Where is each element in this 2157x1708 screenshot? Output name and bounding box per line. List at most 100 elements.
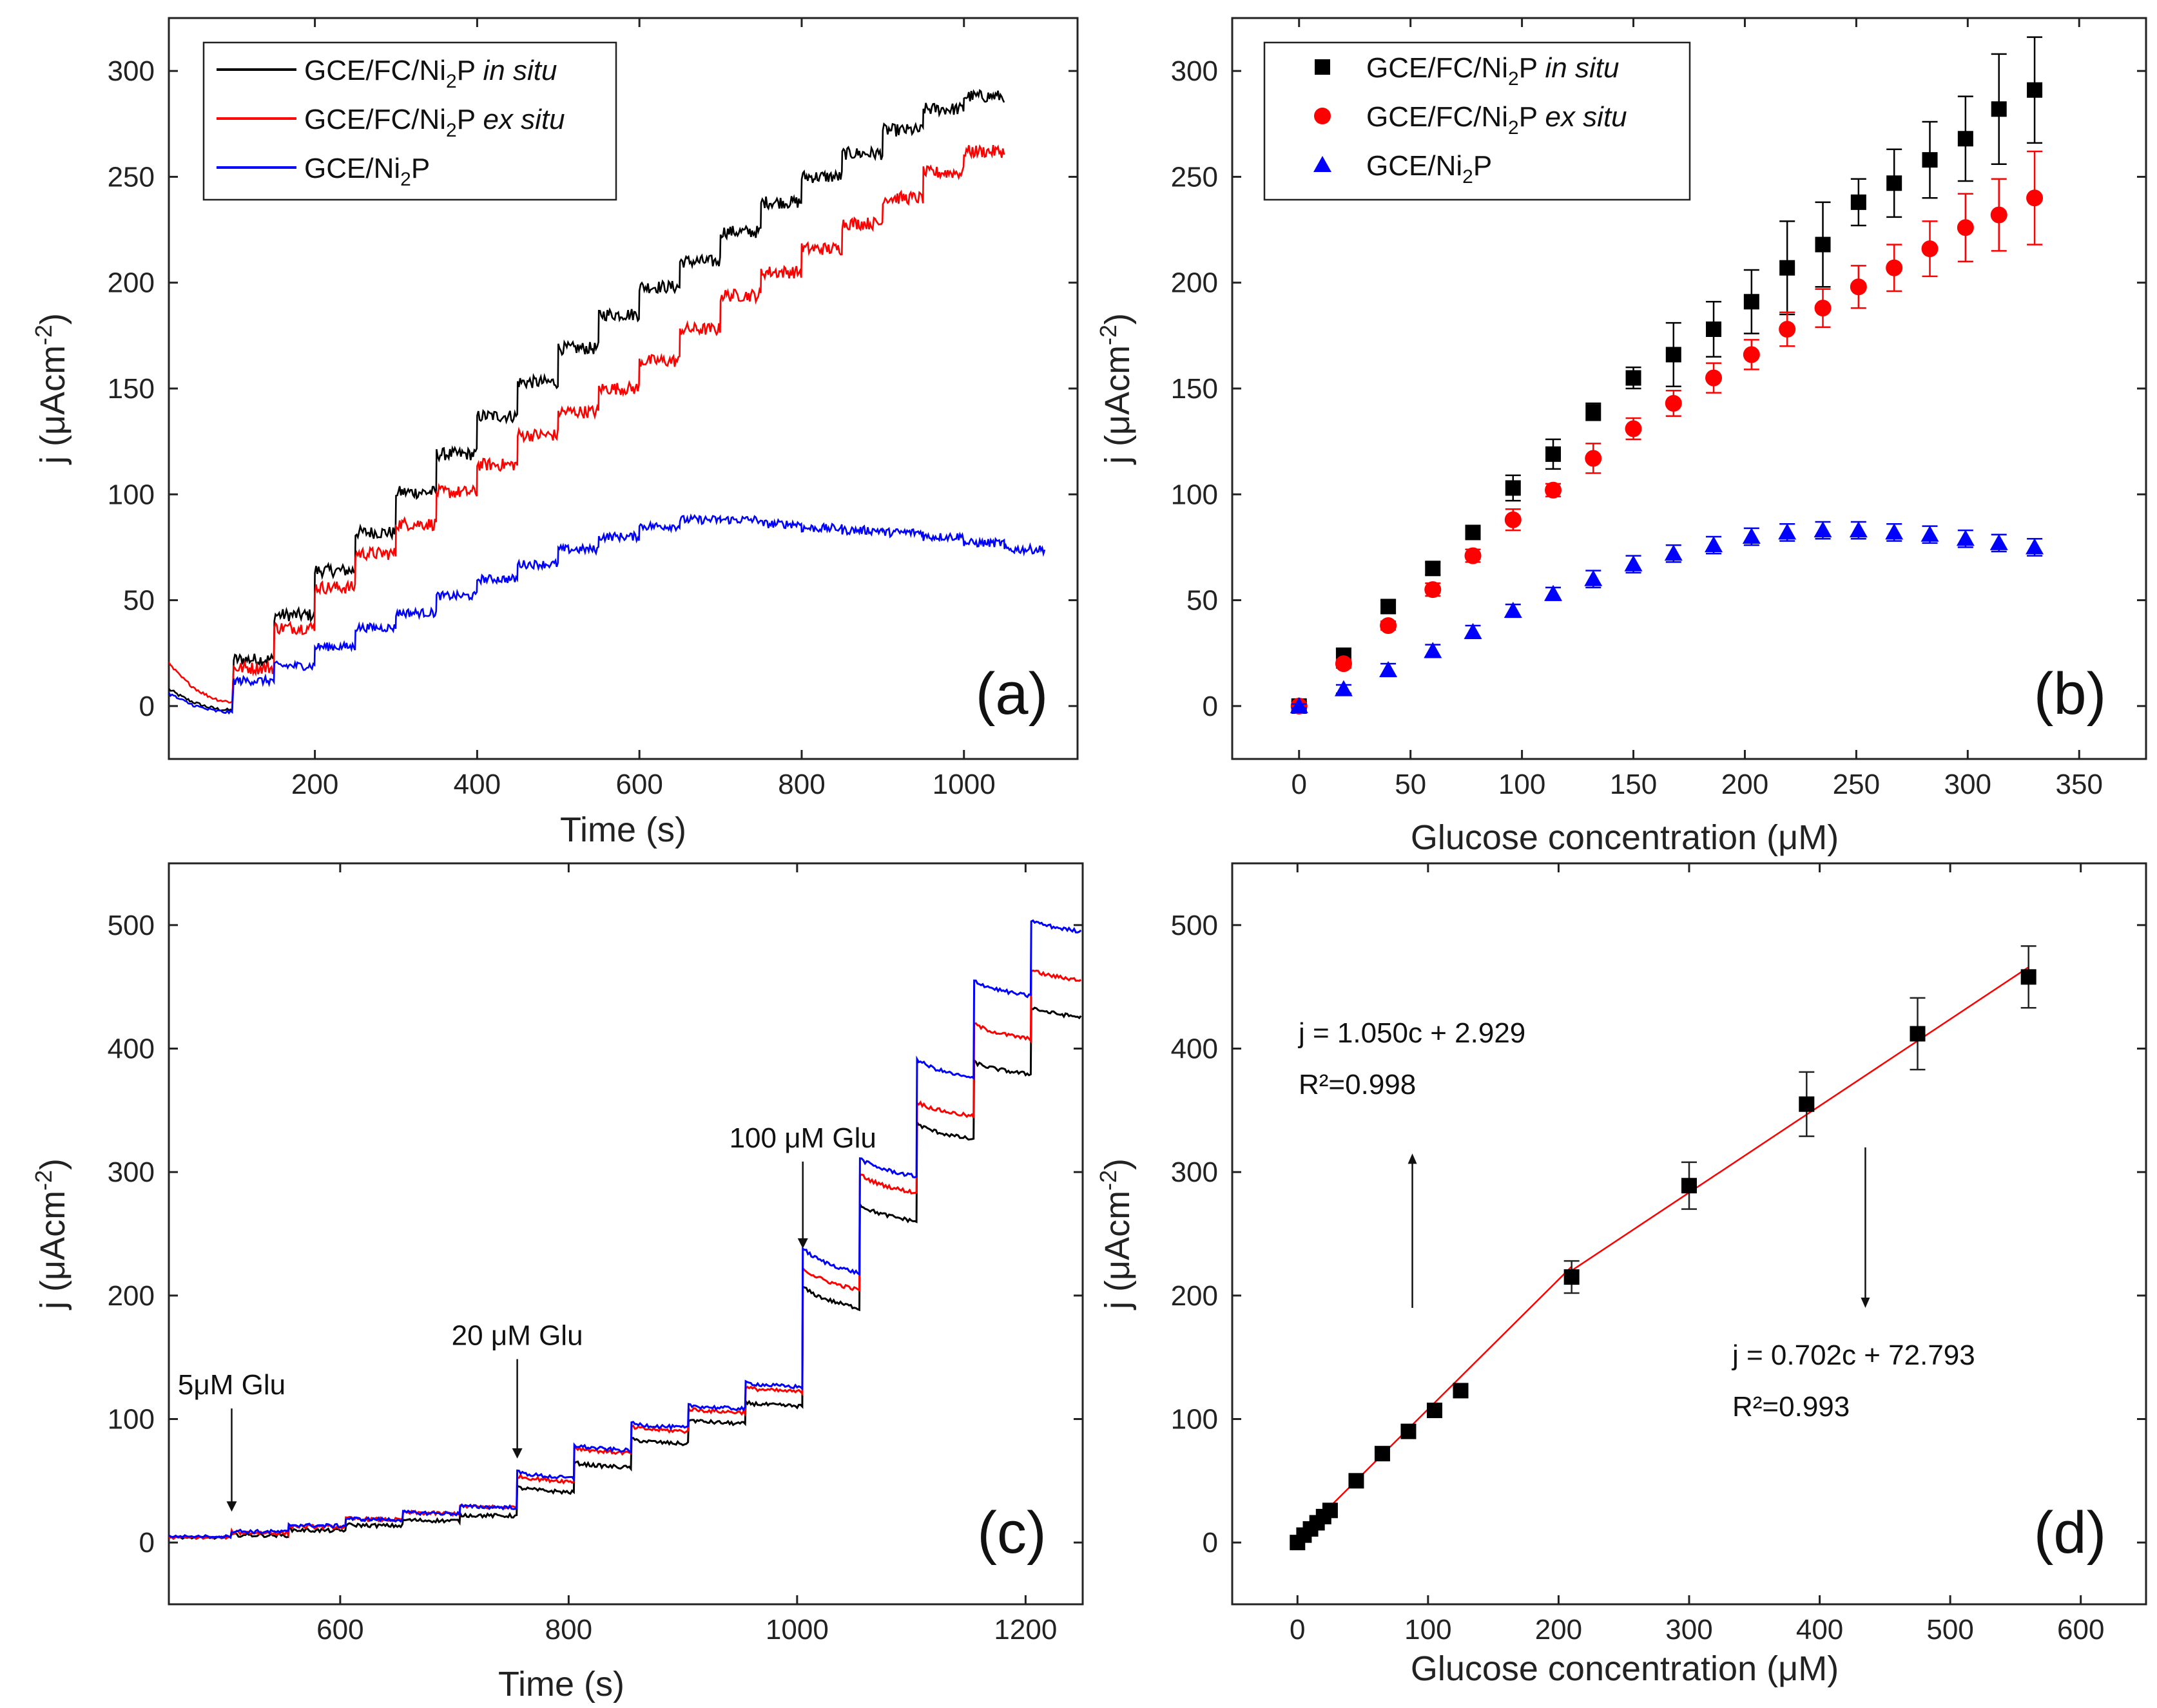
2-ytick-label: 500 — [108, 910, 155, 941]
data-point — [1885, 523, 1904, 540]
data-point — [1348, 1473, 1364, 1489]
2-ytick-label: 100 — [108, 1404, 155, 1435]
y-axis-title: j (μAcm-2) — [1095, 313, 1137, 465]
data-point — [1426, 1403, 1442, 1419]
annotation-2: 100 μM Glu — [730, 1122, 876, 1249]
3-ytick-label: 500 — [1171, 910, 1218, 941]
1-xtick-label: 350 — [2056, 769, 2103, 800]
data-point — [1374, 1446, 1390, 1462]
data-point — [1545, 446, 1562, 462]
1-ytick-label: 200 — [1171, 267, 1218, 299]
2-frame — [168, 862, 1084, 1606]
panel-c: 600 800 1000 1200 0 100 200 300 400 500 5μM Glu 20 … — [30, 862, 1084, 1703]
data-point — [1849, 521, 1868, 538]
legend: GCE/FC/Ni2P in situ GCE/FC/Ni2P ex situ GC… — [1263, 41, 1691, 201]
1-ytick-label: 50 — [1186, 585, 1218, 617]
y-axis-title-text: j (μAcm-2) — [1095, 1158, 1137, 1310]
data-point — [1425, 561, 1441, 577]
data-point — [1920, 525, 1939, 542]
annotation-1: 20 μM Glu — [452, 1320, 583, 1459]
fit-line-1 — [1571, 966, 2029, 1272]
data-point — [1778, 523, 1797, 540]
3-ytick-label: 200 — [1171, 1280, 1218, 1312]
panel-d: 0 100 200 300 400 500 600 0 100 200 300 400 500 j = 1… — [1095, 862, 2147, 1688]
y-axis-title-text: j (μAcm-2) — [30, 1158, 72, 1310]
2-ytick-label: 400 — [108, 1033, 155, 1065]
data-point — [1921, 240, 1939, 258]
data-point — [1743, 294, 1759, 310]
series-line-0 — [169, 89, 1005, 714]
data-point — [1886, 259, 1903, 276]
series-2 — [1290, 521, 2044, 713]
data-point — [1989, 533, 2008, 550]
panel-label: (d) — [2034, 1500, 2106, 1566]
annotation-arrow-head — [226, 1501, 237, 1512]
3-xtick-label: 200 — [1535, 1614, 1582, 1646]
series-line-2 — [169, 919, 1082, 1539]
2-xtick-label: 1000 — [766, 1614, 829, 1646]
x-axis-title: Glucose concentration (μM) — [1411, 818, 1839, 857]
data-point — [1956, 530, 1975, 546]
data-point — [1544, 584, 1563, 601]
data-point — [1380, 599, 1397, 615]
0-xtick-label: 800 — [778, 769, 825, 800]
data-point — [1664, 544, 1683, 561]
0-ytick-label: 200 — [108, 267, 155, 299]
data-point — [1585, 450, 1602, 467]
data-point — [1625, 370, 1641, 386]
data-point — [1625, 420, 1642, 437]
1-ytick-label: 150 — [1171, 373, 1218, 405]
0-ytick-label: 250 — [108, 161, 155, 193]
3-xtick-label: 300 — [1665, 1614, 1712, 1646]
legend-label-2: GCE/Ni2P — [304, 153, 430, 190]
legend-marker-2 — [1313, 156, 1331, 172]
equation-annotation-1: j = 0.702c + 72.793 R²=0.993 — [1731, 1147, 1975, 1423]
r-squared-text: R²=0.993 — [1732, 1391, 1850, 1423]
data-point — [1743, 346, 1760, 363]
data-point — [1453, 1383, 1469, 1399]
1-xtick-label: 0 — [1291, 769, 1307, 800]
annotation-text: 20 μM Glu — [452, 1320, 583, 1352]
legend-label-1: GCE/FC/Ni2P ex situ — [304, 104, 565, 141]
data-point — [1705, 536, 1723, 553]
data-point — [1742, 528, 1761, 544]
data-point — [1799, 1096, 1815, 1112]
legend-marker-1 — [1314, 108, 1331, 124]
data-point — [1957, 219, 1974, 236]
x-axis-title: Glucose concentration (μM) — [1411, 1649, 1839, 1688]
3-xtick-label: 100 — [1404, 1614, 1451, 1646]
data-point — [1706, 321, 1722, 337]
series-0 — [1290, 945, 2036, 1551]
legend: GCE/FC/Ni2P in situ GCE/FC/Ni2P ex situ GC… — [202, 41, 617, 201]
y-axis-title-text: j (μAcm-2) — [30, 313, 72, 465]
0-ytick-label: 150 — [108, 373, 155, 405]
data-point — [1957, 131, 1973, 147]
3-xtick-label: 0 — [1290, 1614, 1305, 1646]
data-point — [1505, 480, 1521, 496]
1-xtick-label: 150 — [1610, 769, 1657, 800]
data-point — [1910, 1026, 1926, 1042]
data-point — [1464, 622, 1482, 639]
panel-a: 200 400 600 800 1000 0 50 100 150 200 250 300 GCE/FC… — [30, 17, 1079, 849]
3-xtick-label: 500 — [1926, 1614, 1973, 1646]
legend-box — [1263, 41, 1691, 201]
equation-text: j = 1.050c + 2.929 — [1297, 1017, 1525, 1049]
data-point — [1665, 395, 1682, 412]
data-point — [1465, 524, 1481, 541]
data-point — [1681, 1178, 1697, 1194]
series-line-1 — [169, 144, 1005, 704]
y-axis-title: j (μAcm-2) — [30, 313, 72, 465]
data-point — [2026, 189, 2044, 207]
data-point — [1850, 278, 1867, 296]
annotation-0: 5μM Glu — [178, 1369, 285, 1512]
0-ytick-label: 100 — [108, 479, 155, 510]
equation-text: j = 0.702c + 72.793 — [1731, 1339, 1975, 1371]
0-xtick-label: 600 — [615, 769, 663, 800]
data-point — [1584, 570, 1603, 586]
data-point — [1334, 680, 1353, 696]
1-ytick-label: 0 — [1203, 691, 1218, 722]
data-point — [1335, 655, 1352, 673]
data-point — [1504, 511, 1522, 528]
annotation-arrow-head — [512, 1448, 523, 1459]
